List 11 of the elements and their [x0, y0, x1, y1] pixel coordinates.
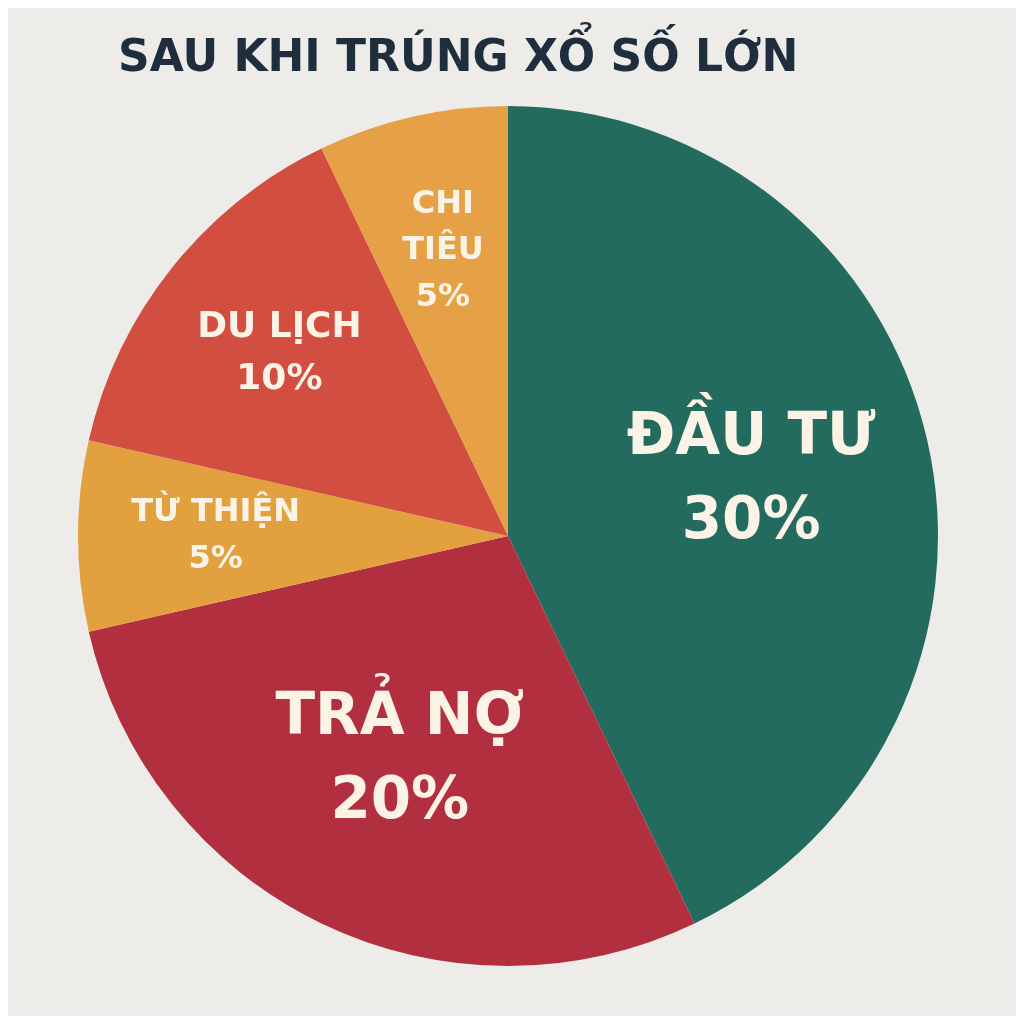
chart-title: SAU KHI TRÚNG XỔ SỐ LỚN: [117, 21, 800, 83]
slice-label: ĐẦU TƯ: [626, 390, 877, 468]
data-label: 5%: [415, 275, 471, 314]
slice-label: DU LỊCH: [197, 303, 362, 345]
data-label: 30%: [681, 483, 821, 552]
data-label: 20%: [330, 763, 470, 832]
slice-label: CHI TIÊU: [402, 182, 484, 268]
data-label: 5%: [188, 537, 243, 576]
data-label: 10%: [236, 356, 323, 398]
slice-label: TỪ THIỆN: [131, 490, 301, 530]
slice-label: TRẢ NỢ: [275, 672, 525, 748]
